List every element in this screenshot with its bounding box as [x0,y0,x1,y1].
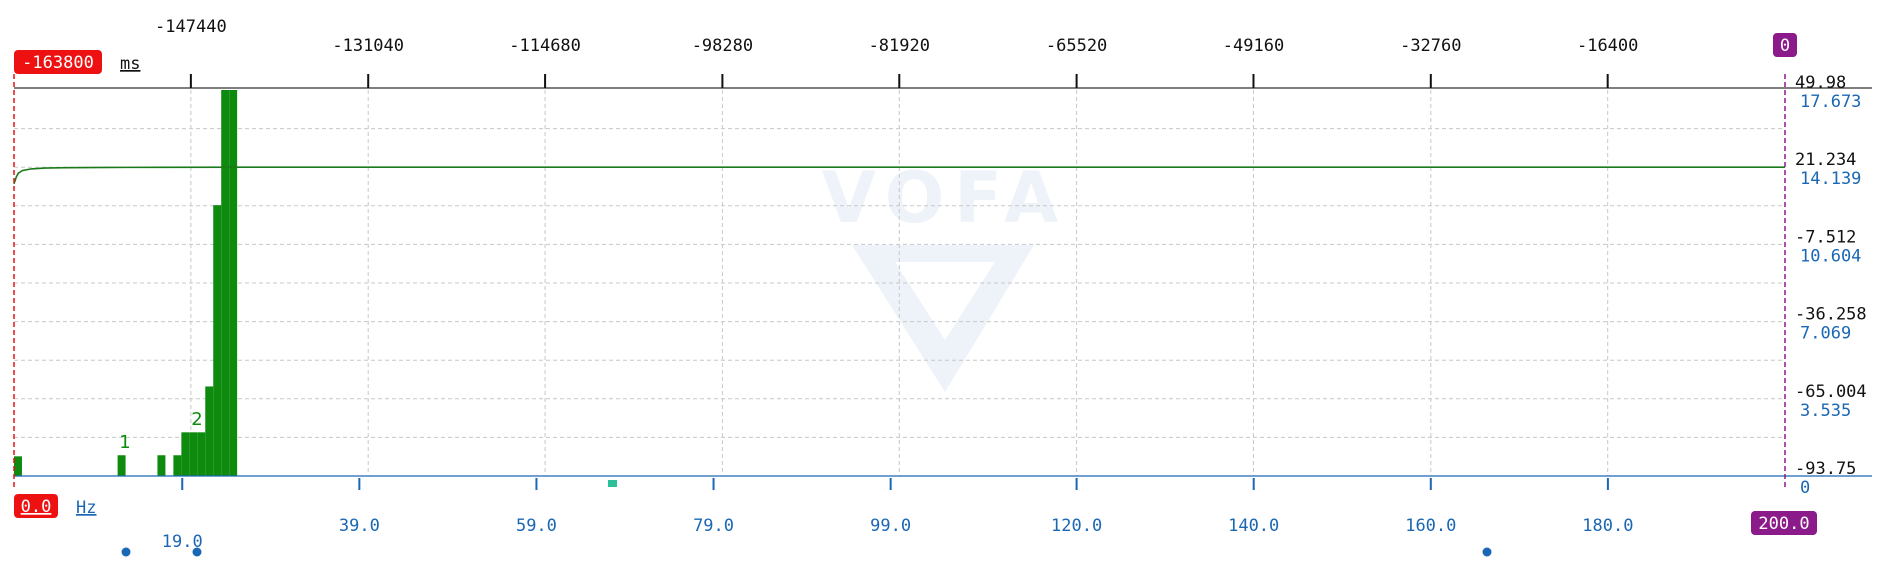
top-tick-label: -147440 [155,17,227,37]
bottom-tick-label: 59.0 [516,516,557,536]
top-tick-label: -65520 [1046,36,1107,56]
watermark-text: VOFA [822,157,1068,239]
bottom-tick-label: 79.0 [693,516,734,536]
bottom-axis-unit[interactable]: Hz [76,498,96,518]
spectrum-bar [229,90,238,476]
bar-series [14,90,238,476]
spectrum-bar [197,432,206,476]
right-y-tick-label: 14.139 [1800,169,1861,189]
left-y-tick-label: -65.004 [1795,382,1867,402]
right-y-tick-label: 3.535 [1800,401,1851,421]
bottom-tick-label: 39.0 [339,516,380,536]
spectrum-bar [221,90,230,476]
spectrum-bar [189,432,198,476]
bottom-tick-label: 19.0 [162,532,203,552]
left-y-tick-label: -7.512 [1795,227,1856,247]
spectrum-bar [173,455,182,476]
right-y-tick-label: 0 [1800,478,1810,498]
peak-label-1: 1 [119,432,130,453]
spectrum-bar [14,456,22,476]
watermark-logo [852,245,1034,392]
spectrum-bar [181,432,190,476]
spectrum-bar [117,455,126,476]
spectrum-bar [205,386,214,476]
top-axis-unit[interactable]: ms [120,54,140,74]
right-cursor-top-badge[interactable]: 0 [1773,33,1797,57]
left-cursor-bottom-badge[interactable]: 0.0 [14,494,58,518]
top-tick-label: -49160 [1223,36,1284,56]
left-y-axis-labels: 49.98 21.234 -7.512 -36.258 -65.004 -93.75 [1795,73,1867,479]
spectrum-bar [157,455,166,476]
top-time-axis: -147440 -131040 -114680 -98280 -81920 -65520 -… [155,17,1638,88]
spectrum-bar [213,205,222,476]
bottom-tick-label: 180.0 [1582,516,1633,536]
right-cursor-bottom-badge[interactable]: 200.0 [1751,511,1817,535]
left-y-tick-label: 21.234 [1795,150,1856,170]
teal-marker[interactable] [608,480,617,487]
timeline-dot-2[interactable] [192,547,202,557]
bottom-frequency-axis: 19.0 39.0 59.0 79.0 99.0 120.0 140.0 160.0 180.0 [162,478,1633,552]
timeline-dot-3[interactable] [1482,547,1492,557]
left-cursor-top-badge[interactable]: -163800 [14,50,102,74]
left-y-tick-label: -93.75 [1795,459,1856,479]
time-trace-line [13,166,1785,185]
peak-label-2: 2 [191,409,202,430]
left-cursor-bottom-label: 0.0 [21,497,52,517]
vofa-watermark: VOFA [822,157,1068,392]
bottom-tick-label: 160.0 [1405,516,1456,536]
left-cursor-top-label: -163800 [22,53,94,73]
top-tick-label: -114680 [509,36,581,56]
right-y-tick-label: 17.673 [1800,92,1861,112]
right-cursor-top-label: 0 [1780,36,1790,56]
line-series [13,166,1785,185]
bottom-tick-label: 120.0 [1051,516,1102,536]
bottom-tick-label: 140.0 [1228,516,1279,536]
timeline-dot-1[interactable] [121,547,131,557]
bottom-tick-label: 99.0 [870,516,911,536]
top-tick-label: -98280 [692,36,753,56]
right-y-tick-label: 10.604 [1800,246,1861,266]
right-cursor-bottom-label: 200.0 [1758,514,1809,534]
left-y-tick-label: 49.98 [1795,73,1846,93]
right-y-axis-labels: 17.673 14.139 10.604 7.069 3.535 0 [1800,92,1861,498]
top-tick-label: -81920 [869,36,930,56]
right-y-tick-label: 7.069 [1800,324,1851,344]
left-y-tick-label: -36.258 [1795,305,1867,325]
plot-grid [14,90,1785,476]
top-tick-label: -131040 [332,36,404,56]
top-tick-label: -32760 [1400,36,1461,56]
top-tick-label: -16400 [1577,36,1638,56]
